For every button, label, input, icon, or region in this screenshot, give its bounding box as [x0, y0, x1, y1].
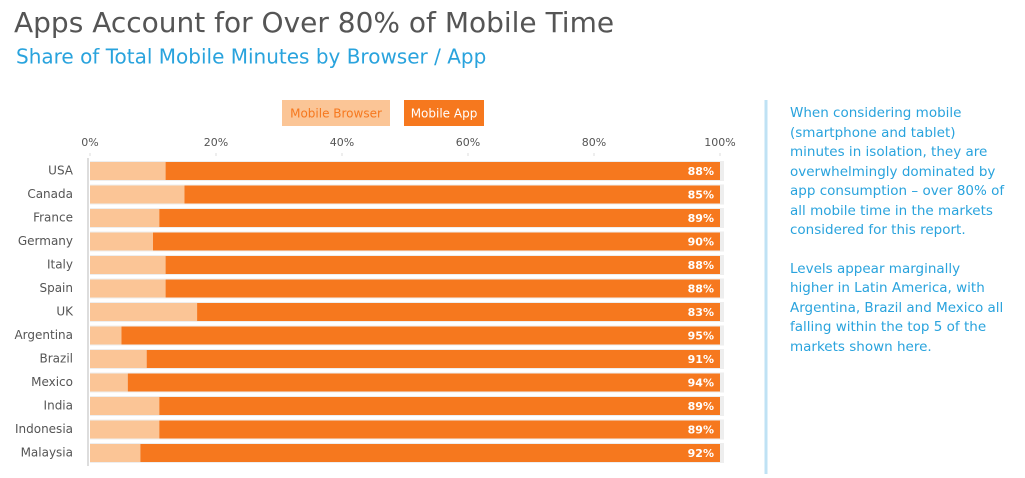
- bar-segment: [121, 326, 720, 345]
- bar-segment: [159, 209, 721, 227]
- y-tick-label: Indonesia: [15, 422, 73, 436]
- data-label: 89%: [688, 424, 714, 437]
- x-tick-label: 40%: [330, 136, 354, 149]
- annotation: Levels appear marginally higher in Latin…: [790, 260, 1004, 355]
- bar-segment: [140, 444, 720, 462]
- data-label: 95%: [688, 330, 714, 343]
- data-label: 89%: [688, 400, 714, 413]
- data-label: 88%: [688, 259, 714, 272]
- bar-segment: [146, 350, 720, 368]
- data-label: 88%: [688, 283, 714, 296]
- annotations: When considering mobile (smartphone and …: [790, 104, 1005, 376]
- x-tick-label: 60%: [456, 136, 480, 149]
- y-tick-label: France: [33, 211, 73, 225]
- data-label: 91%: [688, 353, 714, 366]
- x-tick-label: 20%: [204, 136, 228, 149]
- bar-segment: [90, 444, 141, 462]
- y-tick-label: USA: [48, 164, 74, 178]
- bar-segment: [159, 397, 721, 415]
- legend-swatch: [282, 100, 390, 126]
- y-tick-label: Italy: [47, 258, 73, 272]
- bar-segment: [159, 420, 721, 439]
- data-label: 85%: [688, 189, 714, 202]
- bar-segment: [90, 373, 128, 392]
- bar-segment: [197, 303, 721, 321]
- bar-segment: [90, 209, 160, 227]
- bar-segment: [90, 185, 185, 204]
- bar-segment: [90, 420, 160, 439]
- data-label: 90%: [688, 236, 714, 249]
- bar-segment: [90, 350, 147, 368]
- x-tick-label: 100%: [704, 136, 735, 149]
- annotation: When considering mobile (smartphone and …: [790, 105, 1005, 238]
- data-label: 89%: [688, 212, 714, 225]
- bar-segment: [165, 162, 721, 180]
- data-label: 83%: [688, 306, 714, 319]
- bar-segment: [90, 162, 166, 180]
- bar-segment: [90, 232, 153, 251]
- y-tick-label: Mexico: [31, 375, 73, 389]
- y-tick-label: Germany: [18, 234, 73, 248]
- data-label: 92%: [688, 447, 714, 460]
- bar-segment: [90, 397, 160, 415]
- legend-swatch: [404, 100, 484, 126]
- y-tick-label: Canada: [27, 187, 73, 201]
- legend-label: Mobile Browser: [290, 107, 382, 121]
- x-tick-label: 0%: [81, 136, 98, 149]
- y-tick-label: Argentina: [14, 328, 73, 342]
- chart-subtitle: Share of Total Mobile Minutes by Browser…: [16, 45, 486, 69]
- bar-segment: [127, 373, 721, 392]
- y-tick-label: Brazil: [40, 352, 74, 366]
- legend-label: Mobile App: [411, 107, 478, 121]
- chart-title: Apps Account for Over 80% of Mobile Time: [14, 6, 614, 39]
- x-tick-label: 80%: [582, 136, 606, 149]
- y-tick-label: India: [44, 399, 73, 413]
- y-tick-label: UK: [56, 305, 74, 319]
- bar-segment: [165, 256, 721, 274]
- y-tick-label: Malaysia: [21, 446, 73, 460]
- bar-segment: [90, 326, 122, 345]
- data-label: 94%: [688, 377, 714, 390]
- data-label: 88%: [688, 165, 714, 178]
- bar-segment: [184, 185, 720, 204]
- bar-segment: [90, 303, 198, 321]
- bar-segment: [90, 279, 166, 298]
- bar-segment: [90, 256, 166, 274]
- y-tick-label: Spain: [39, 281, 73, 295]
- bar-segment: [165, 279, 721, 298]
- bar-segment: [153, 232, 720, 251]
